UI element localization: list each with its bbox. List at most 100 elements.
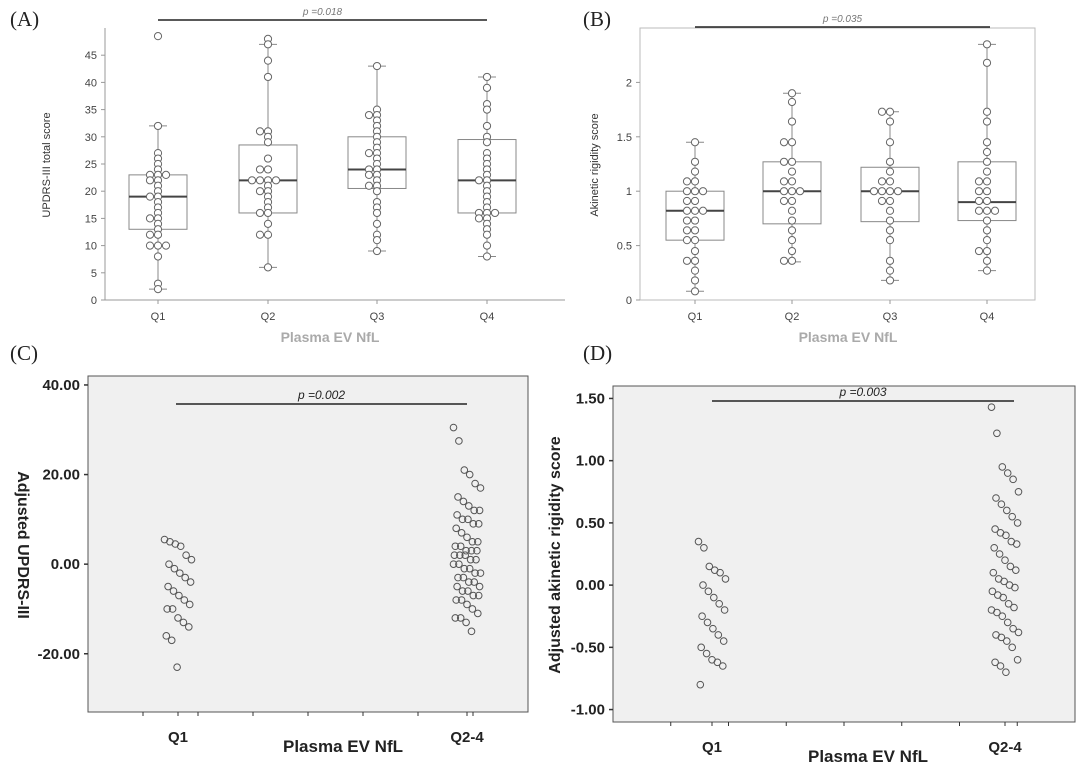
data-point (161, 170, 171, 179)
data-point (482, 121, 492, 131)
data-point (974, 206, 984, 215)
data-point (690, 206, 700, 215)
data-point (450, 551, 459, 560)
data-point (997, 500, 1006, 509)
data-point (1010, 603, 1018, 612)
data-point (974, 177, 984, 186)
data-point (993, 608, 1001, 617)
y-axis-title: Akinetic rigidity score (589, 113, 601, 216)
data-point (165, 560, 173, 568)
data-point (698, 187, 708, 196)
data-point (682, 206, 692, 215)
data-point (468, 537, 477, 546)
data-point (453, 511, 461, 519)
data-point (690, 276, 700, 285)
data-point (982, 167, 992, 176)
y-tick-label: 40.00 (42, 377, 80, 394)
data-point (372, 219, 382, 228)
data-point (885, 157, 895, 166)
data-point (255, 230, 265, 239)
x-axis-title: Plasma EV NfL (799, 329, 898, 345)
data-point (461, 551, 470, 560)
data-point (682, 256, 692, 265)
data-point (690, 187, 700, 196)
x-tick-label: Q2 (261, 311, 276, 323)
data-point (999, 593, 1008, 602)
data-point (145, 192, 155, 201)
data-point (682, 236, 692, 245)
data-point (467, 546, 476, 555)
data-point (475, 582, 484, 591)
data-point (482, 241, 492, 250)
x-tick-label: Q3 (370, 311, 385, 323)
data-point (709, 624, 717, 633)
data-point (255, 208, 265, 218)
data-point (982, 196, 992, 206)
p-value-annotation: p =0.035 (822, 14, 863, 25)
y-tick-label: 5 (91, 268, 97, 280)
x-tick-label: Q1 (688, 311, 703, 323)
data-point (720, 606, 729, 614)
data-point (474, 609, 482, 618)
data-point (690, 216, 700, 225)
y-tick-label: 1 (626, 186, 632, 198)
data-point (787, 138, 797, 147)
data-point (463, 600, 471, 609)
data-point (719, 662, 727, 670)
data-point (982, 157, 992, 166)
data-point (464, 515, 472, 524)
data-point (145, 214, 155, 223)
y-tick-label: 0.00 (576, 577, 605, 594)
data-point (1004, 599, 1013, 608)
data-point (715, 599, 724, 608)
y-tick-label: 30 (85, 132, 97, 144)
data-point (877, 107, 887, 116)
data-point (885, 236, 895, 245)
y-tick-label: 1.00 (576, 453, 605, 470)
data-point (1008, 643, 1017, 652)
data-point (682, 196, 692, 206)
data-point (998, 463, 1007, 471)
data-point (457, 596, 466, 604)
x-tick-label: Q4 (980, 311, 995, 323)
data-point (263, 219, 273, 228)
data-point (162, 632, 171, 640)
data-point (991, 658, 999, 667)
data-point (885, 187, 895, 196)
data-point (372, 236, 382, 245)
x-tick-label: Q2-4 (988, 739, 1022, 756)
data-point (1012, 566, 1020, 574)
data-point (462, 546, 470, 555)
y-tick-label: 0 (91, 295, 97, 307)
data-point (990, 543, 999, 552)
data-point (690, 266, 700, 275)
data-point (263, 230, 273, 239)
data-point (719, 637, 728, 645)
data-point (779, 177, 789, 186)
data-point (885, 138, 895, 147)
data-point (163, 605, 171, 613)
data-point (454, 493, 462, 501)
data-point (153, 252, 163, 261)
x-tick-label: Q1 (168, 729, 188, 746)
data-point (787, 177, 797, 186)
data-point (885, 117, 895, 126)
data-point (465, 470, 474, 479)
data-point (705, 562, 714, 571)
data-point (704, 587, 713, 596)
data-point (451, 542, 460, 551)
data-point (779, 157, 789, 166)
data-point (169, 587, 178, 595)
data-point (982, 40, 992, 49)
data-point (470, 506, 479, 515)
y-tick-label: 0.50 (576, 515, 605, 532)
data-point (255, 176, 265, 185)
x-axis-title: Plasma EV NfL (283, 737, 403, 756)
data-point (186, 578, 195, 586)
panel-d: (D) 1.50 1.00 0.50 0.00 -0.50 -1.00 Adjusted ak… (547, 341, 1076, 766)
data-point (464, 587, 472, 595)
data-point (167, 636, 176, 645)
x-tick-label: Q1 (702, 739, 722, 756)
data-point (885, 276, 895, 285)
data-point (795, 187, 805, 196)
